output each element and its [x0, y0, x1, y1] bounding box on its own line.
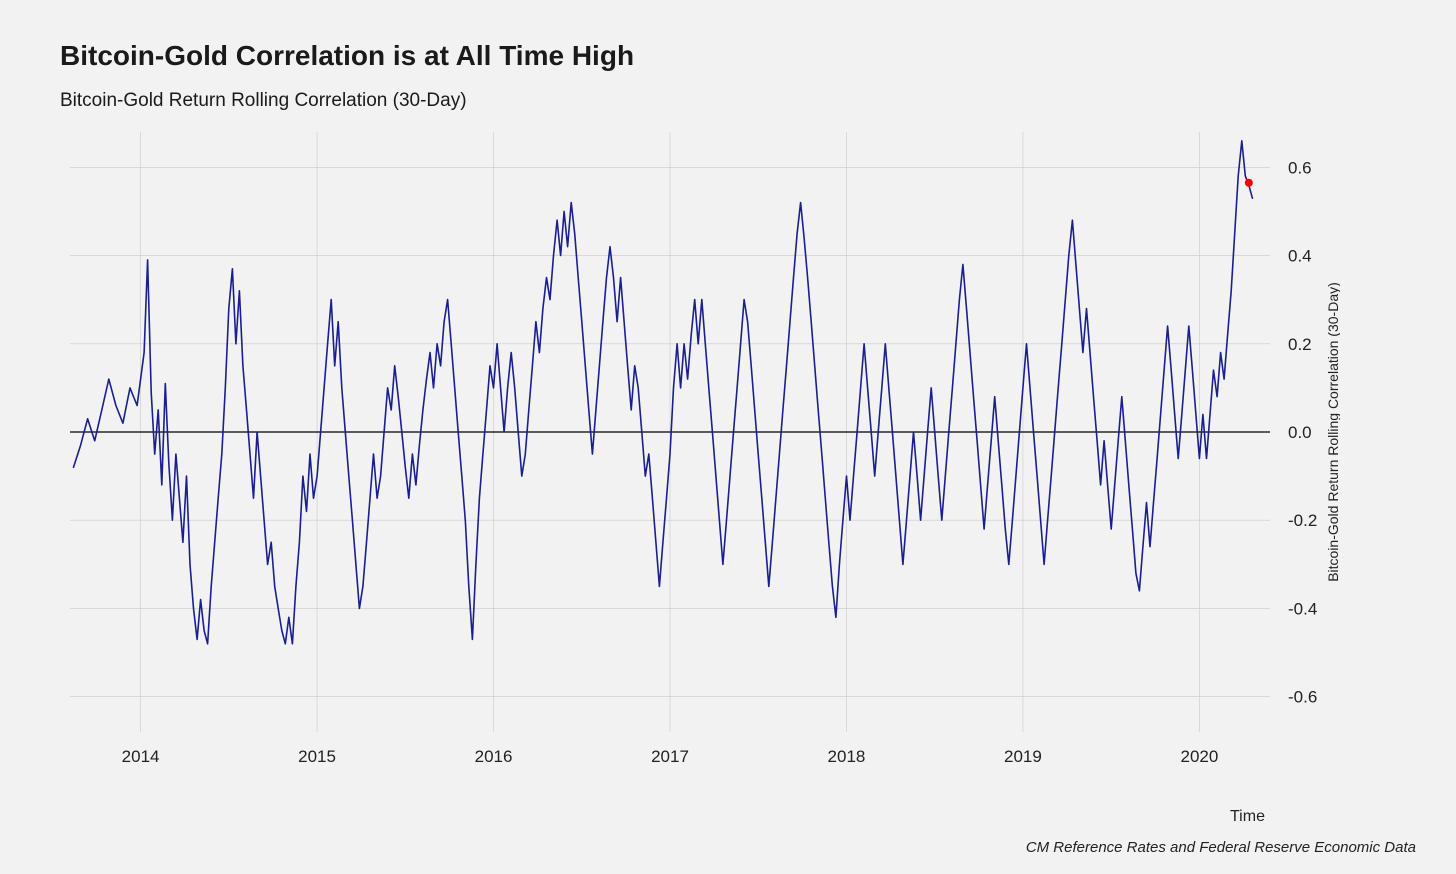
- x-tick-label: 2020: [1180, 747, 1218, 766]
- x-tick-label: 2014: [122, 747, 160, 766]
- line-chart: 2014 2015 2016 2017 2018 2019 2020 -0.6 -0.4 -0.2…: [60, 132, 1340, 772]
- chart-title: Bitcoin-Gold Correlation is at All Time …: [60, 40, 1396, 72]
- y-axis-title: Bitcoin-Gold Return Rolling Correlation …: [1325, 282, 1340, 582]
- x-axis-title: Time: [1230, 808, 1265, 826]
- y-tick-label: 0.2: [1288, 335, 1312, 354]
- y-tick-label: 0.4: [1288, 247, 1312, 266]
- y-tick-label: 0.6: [1288, 158, 1312, 177]
- x-tick-label: 2018: [828, 747, 866, 766]
- y-tick-label: -0.4: [1288, 599, 1317, 618]
- chart-card: Bitcoin-Gold Correlation is at All Time …: [0, 0, 1456, 874]
- y-tick-label: 0.0: [1288, 423, 1312, 442]
- chart-subtitle: Bitcoin-Gold Return Rolling Correlation …: [60, 90, 1396, 112]
- y-tick-label: -0.2: [1288, 511, 1317, 530]
- plot-area: 2014 2015 2016 2017 2018 2019 2020 -0.6 -0.4 -0.2…: [60, 132, 1340, 772]
- x-tick-label: 2016: [475, 747, 513, 766]
- source-note: CM Reference Rates and Federal Reserve E…: [1026, 839, 1416, 856]
- x-tick-label: 2015: [298, 747, 336, 766]
- x-tick-label: 2019: [1004, 747, 1042, 766]
- y-tick-label: -0.6: [1288, 688, 1317, 707]
- x-tick-label: 2017: [651, 747, 689, 766]
